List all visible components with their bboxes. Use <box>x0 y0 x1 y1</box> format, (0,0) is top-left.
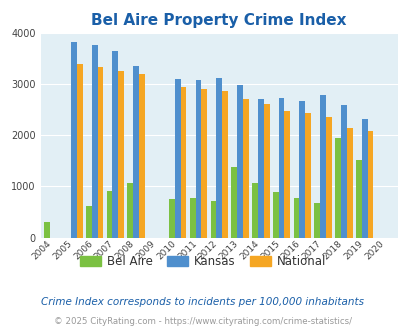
Bar <box>118 71 124 238</box>
Bar <box>237 85 242 238</box>
Legend: Bel Aire, Kansas, National: Bel Aire, Kansas, National <box>75 250 330 273</box>
Bar <box>361 119 367 238</box>
Bar <box>325 117 331 238</box>
Bar <box>216 78 222 238</box>
Bar <box>92 45 97 238</box>
Bar <box>340 105 346 238</box>
Text: © 2025 CityRating.com - https://www.cityrating.com/crime-statistics/: © 2025 CityRating.com - https://www.city… <box>54 317 351 326</box>
Bar <box>86 206 92 238</box>
Bar <box>346 128 352 238</box>
Bar <box>272 191 278 238</box>
Bar <box>334 138 340 238</box>
Bar <box>133 66 139 238</box>
Bar <box>242 99 248 238</box>
Bar <box>189 198 195 238</box>
Bar <box>278 98 284 238</box>
Bar <box>257 100 263 238</box>
Bar <box>222 91 227 238</box>
Bar <box>71 42 77 238</box>
Bar <box>210 201 216 238</box>
Text: Crime Index corresponds to incidents per 100,000 inhabitants: Crime Index corresponds to incidents per… <box>41 297 364 307</box>
Bar <box>298 101 305 238</box>
Bar <box>77 64 82 238</box>
Bar <box>44 222 50 238</box>
Bar <box>112 51 118 238</box>
Bar <box>367 131 373 238</box>
Bar <box>201 89 207 238</box>
Bar <box>139 75 145 238</box>
Bar <box>168 199 175 238</box>
Bar <box>180 87 186 238</box>
Bar <box>231 167 237 238</box>
Bar <box>293 198 298 238</box>
Bar <box>263 104 269 238</box>
Bar <box>320 95 325 238</box>
Bar <box>195 80 201 238</box>
Bar <box>252 183 257 238</box>
Bar <box>313 203 320 238</box>
Title: Bel Aire Property Crime Index: Bel Aire Property Crime Index <box>91 13 346 28</box>
Bar <box>355 160 361 238</box>
Bar <box>305 113 310 238</box>
Bar <box>97 67 103 238</box>
Bar <box>107 190 112 238</box>
Bar <box>284 111 290 238</box>
Bar <box>175 79 180 238</box>
Bar <box>127 183 133 238</box>
